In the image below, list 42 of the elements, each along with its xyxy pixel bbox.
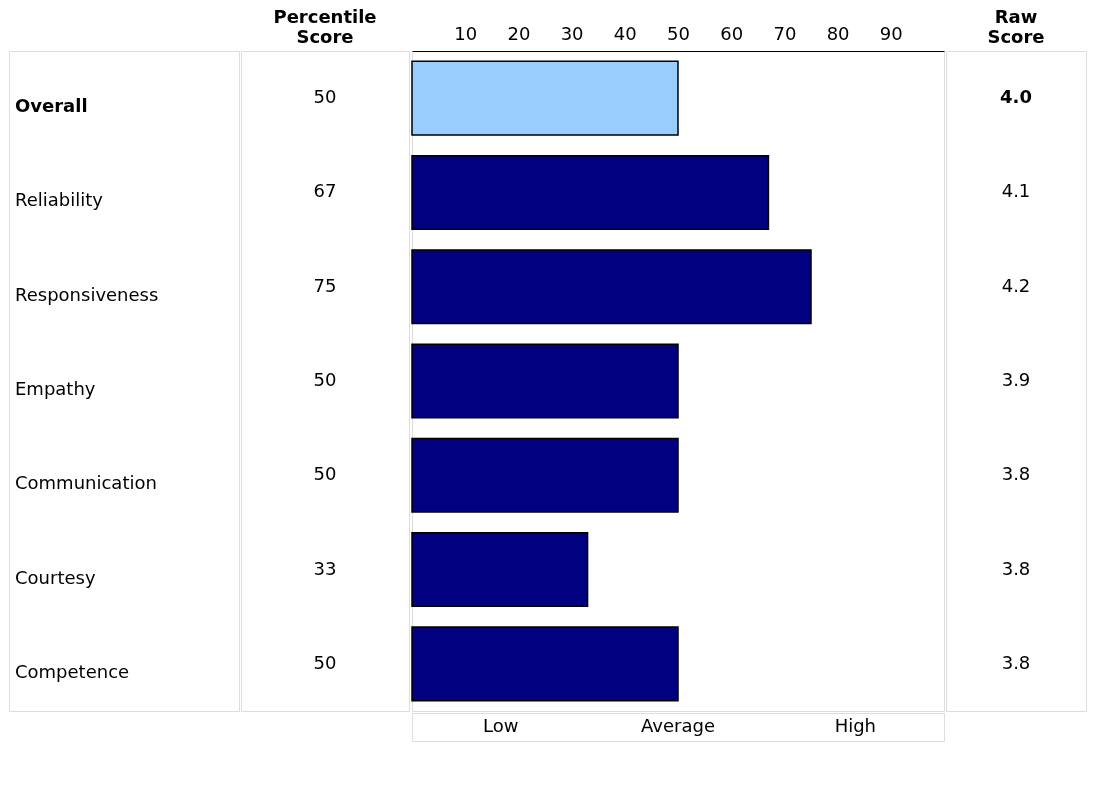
data-label: 67 xyxy=(313,180,337,202)
y-tick-label: Reliability xyxy=(15,189,104,211)
text: Percentile Score xyxy=(273,6,377,47)
y-tick-label: Responsiveness xyxy=(15,283,159,305)
x2-tick-label: 30 xyxy=(560,22,584,44)
data-label: 50 xyxy=(313,86,337,108)
x2-tick-label: 70 xyxy=(773,22,797,44)
data-label: 33 xyxy=(313,557,337,579)
text: 3.8 xyxy=(1001,557,1031,579)
data-label: 50 xyxy=(313,463,337,485)
text: High xyxy=(834,715,877,736)
text: Raw Score xyxy=(987,6,1045,47)
bar xyxy=(411,626,679,702)
bar xyxy=(411,60,679,136)
x2-tick-label: 40 xyxy=(613,22,637,44)
bar xyxy=(411,154,770,230)
x2-tick-label: 10 xyxy=(454,22,478,44)
x2-tick-label: 50 xyxy=(667,22,690,44)
text: 4.2 xyxy=(1001,274,1031,296)
text: 3.9 xyxy=(1001,369,1031,390)
bar xyxy=(411,532,589,608)
bar xyxy=(411,343,679,419)
text: 4.0 xyxy=(1000,86,1032,108)
y-tick-label: Empathy xyxy=(15,378,96,399)
data-label: 50 xyxy=(313,369,337,390)
bar xyxy=(411,437,679,513)
text: Average xyxy=(641,715,715,736)
data-label: 50 xyxy=(313,651,337,673)
y-tick-label: Overall xyxy=(15,95,88,117)
bar xyxy=(411,249,812,325)
x2-tick-label: 20 xyxy=(507,22,531,44)
text: 4.1 xyxy=(1001,180,1031,202)
text: 3.8 xyxy=(1001,463,1031,485)
x2-tick-label: 80 xyxy=(826,22,850,44)
y-tick-label: Communication xyxy=(15,472,157,494)
y-tick-label: Competence xyxy=(15,660,130,682)
data-label: 75 xyxy=(313,274,337,296)
y-tick-label: Courtesy xyxy=(15,566,96,588)
text: Low xyxy=(482,715,519,736)
x2-tick-label: 90 xyxy=(879,22,903,44)
text: 3.8 xyxy=(1001,651,1031,673)
x2-tick-label: 60 xyxy=(720,22,744,44)
